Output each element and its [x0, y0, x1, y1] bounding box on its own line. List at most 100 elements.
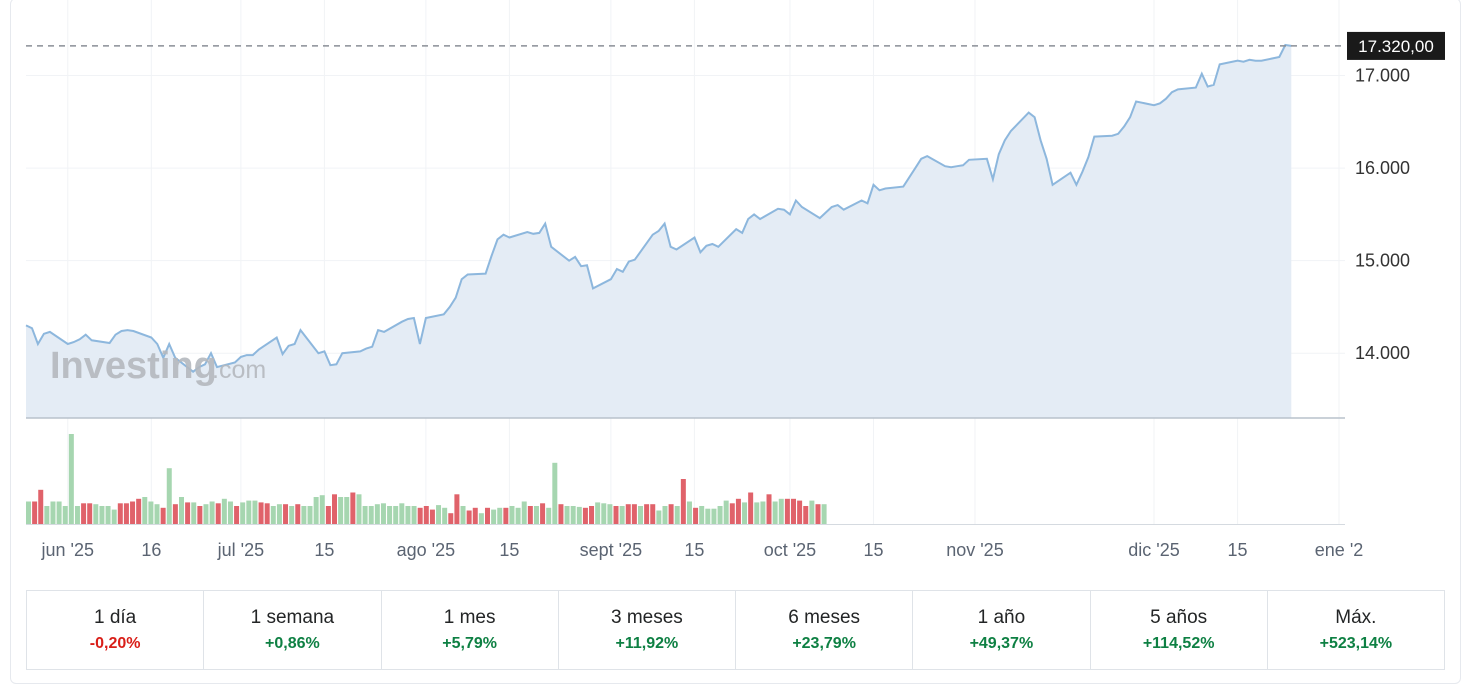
y-tick-label: 17.000: [1355, 66, 1410, 86]
performance-cell[interactable]: Máx. +523,14%: [1268, 591, 1444, 669]
performance-period-label: 5 años: [1150, 607, 1208, 628]
volume-bar: [325, 506, 331, 524]
volume-bar: [478, 513, 484, 524]
volume-bar: [221, 498, 227, 524]
volume-bar: [570, 506, 576, 524]
volume-bar: [656, 510, 662, 524]
x-tick-label: 16: [141, 540, 161, 560]
x-tick-label: jun '25: [41, 540, 94, 560]
volume-bar: [313, 497, 319, 524]
volume-bar: [87, 503, 93, 524]
performance-period-label: 3 meses: [610, 607, 683, 628]
x-tick-label: jul '25: [217, 540, 264, 560]
volume-bar: [515, 507, 521, 524]
performance-change-value: +114,52%: [1142, 635, 1215, 652]
volume-bar: [191, 502, 197, 524]
performance-cell[interactable]: 1 día -0,20%: [27, 591, 205, 669]
volume-bar: [423, 506, 429, 524]
volume-bar: [74, 506, 80, 524]
volume-bar: [772, 501, 778, 524]
volume-bar: [503, 507, 509, 524]
performance-period-label: 1 día: [93, 607, 137, 628]
x-tick-label: 15: [1228, 540, 1248, 560]
volume-bar: [356, 494, 362, 524]
volume-bar: [68, 434, 74, 524]
volume-bar: [766, 494, 772, 524]
performance-cell[interactable]: 1 semana +0,86%: [204, 591, 382, 669]
volume-bar: [693, 507, 699, 524]
performance-cell[interactable]: 1 año +49,37%: [913, 591, 1091, 669]
performance-period-label: 1 mes: [443, 607, 496, 628]
volume-bar: [748, 492, 754, 524]
volume-bar: [44, 506, 50, 524]
volume-bar: [246, 500, 252, 524]
volume-bar: [638, 506, 643, 524]
performance-cell[interactable]: 6 meses +23,79%: [736, 591, 914, 669]
performance-change-value: +23,79%: [792, 635, 856, 652]
volume-bar: [595, 502, 601, 524]
volume-bar: [619, 506, 625, 524]
volume-bar: [368, 506, 374, 524]
x-tick-label: dic '25: [1128, 540, 1179, 560]
performance-change-value: +523,14%: [1319, 635, 1393, 652]
volume-bar: [650, 504, 656, 524]
x-tick-label: ago '25: [397, 540, 456, 560]
performance-table: 1 día -0,20% 1 semana +0,86% 1 mes +5,79% 3 me…: [26, 590, 1445, 670]
performance-period-label: Máx.: [1335, 607, 1377, 628]
performance-cell[interactable]: 3 meses +11,92%: [559, 591, 736, 669]
volume-bar: [160, 507, 166, 524]
volume-bar: [729, 503, 735, 524]
last-price-label: 17.320,00: [1358, 37, 1434, 56]
volume-bar: [50, 501, 56, 524]
volume-bar: [778, 498, 784, 524]
y-axis-ticks: 14.000 15.000 16.000 17.000: [1355, 66, 1410, 364]
volume-bar: [344, 497, 350, 524]
volume-bar: [264, 503, 270, 524]
volume-bar: [509, 506, 515, 524]
y-tick-label: 14.000: [1355, 343, 1410, 363]
volume-bar: [307, 506, 313, 524]
volume-bar: [26, 501, 31, 524]
volume-bar: [197, 506, 203, 524]
volume-bar: [466, 510, 472, 524]
volume-bar: [227, 501, 233, 524]
volume-bar: [172, 504, 178, 524]
volume-bar: [429, 509, 435, 524]
volume-bar: [179, 497, 184, 524]
volume-bar: [723, 500, 729, 524]
volume-bar: [166, 468, 172, 524]
performance-change-value: +5,79%: [442, 635, 497, 652]
volume-bar: [803, 506, 809, 524]
volume-bar: [625, 504, 631, 524]
volume-bar: [589, 506, 595, 524]
volume-bar: [540, 503, 546, 524]
volume-bar: [276, 504, 282, 524]
watermark-brand: Investing: [50, 345, 217, 387]
volume-bar: [405, 506, 411, 524]
volume-bar: [442, 507, 448, 524]
last-price-badge: 17.320,00: [1347, 31, 1445, 60]
volume-bar: [754, 502, 760, 524]
x-tick-label: 15: [499, 540, 519, 560]
volume-bar: [99, 506, 105, 524]
performance-change-value: +0,86%: [265, 635, 320, 652]
price-chart[interactable]: 14.000 15.000 16.000 17.000 jun '25 16 jul '2…: [0, 0, 1473, 590]
volume-bar: [32, 501, 38, 524]
volume-bar: [117, 503, 123, 524]
volume-bar: [154, 504, 160, 524]
volume-bars: [26, 434, 1345, 525]
volume-bar: [552, 462, 558, 524]
volume-bar: [374, 504, 380, 524]
x-tick-label: oct '25: [764, 540, 816, 560]
x-tick-label: 15: [684, 540, 704, 560]
performance-cell[interactable]: 5 años +114,52%: [1091, 591, 1268, 669]
volume-bar: [56, 501, 62, 524]
volume-bar: [62, 506, 68, 524]
performance-change-value: -0,20%: [89, 635, 141, 652]
performance-cell[interactable]: 1 mes +5,79%: [382, 591, 559, 669]
volume-bar: [644, 504, 650, 524]
volume-bar: [240, 502, 246, 524]
volume-bar: [686, 501, 692, 524]
volume-bar: [613, 506, 619, 524]
volume-bar: [448, 513, 454, 524]
